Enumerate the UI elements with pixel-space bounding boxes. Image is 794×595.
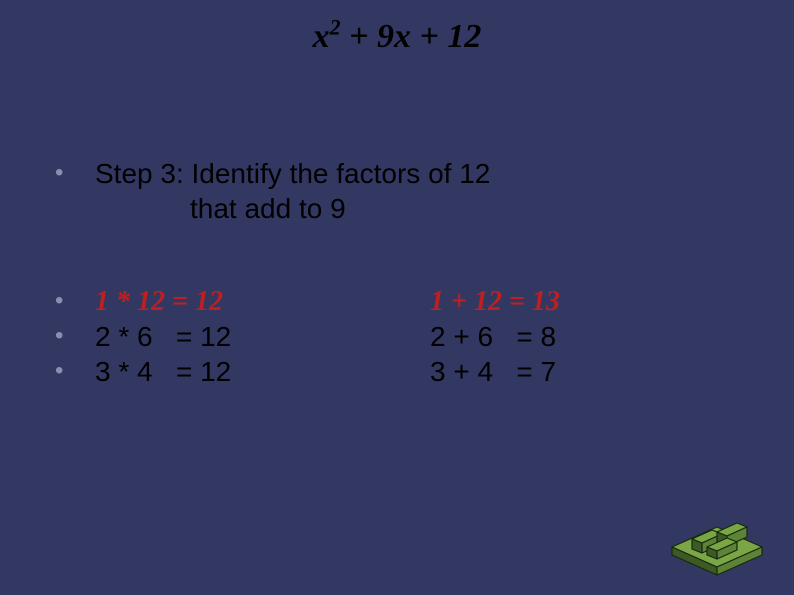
bullet-icon: • xyxy=(55,354,95,388)
factor-left-3: 3 * 4 = 12 xyxy=(95,354,430,389)
title-rest: + 9x + 12 xyxy=(341,18,482,55)
slide-body: • Step 3: Identify the factors of 12 tha… xyxy=(0,56,794,389)
factor-left-2: 2 * 6 = 12 xyxy=(95,319,430,354)
step-bullet-row: • Step 3: Identify the factors of 12 tha… xyxy=(55,156,739,226)
step-line1: Step 3: Identify the factors of 12 xyxy=(95,158,490,189)
bullet-icon: • xyxy=(55,156,95,190)
factor-row: • 2 * 6 = 12 2 + 6 = 8 xyxy=(55,319,739,354)
factor-left-1: 1 * 12 = 12 xyxy=(95,284,430,319)
slide-title: x2 + 9x + 12 xyxy=(0,0,794,56)
factor-row: • 3 * 4 = 12 3 + 4 = 7 xyxy=(55,354,739,389)
factors-block: • 1 * 12 = 12 1 + 12 = 13 • 2 * 6 = 12 2… xyxy=(55,284,739,389)
factor-right-1: 1 + 12 = 13 xyxy=(430,284,739,319)
factor-row: • 1 * 12 = 12 1 + 12 = 13 xyxy=(55,284,739,319)
bullet-icon: • xyxy=(55,284,95,318)
step-line2: that add to 9 xyxy=(95,191,490,226)
bullet-icon: • xyxy=(55,319,95,353)
step-text: Step 3: Identify the factors of 12 that … xyxy=(95,156,490,226)
factor-right-2: 2 + 6 = 8 xyxy=(430,319,739,354)
factor-right-3: 3 + 4 = 7 xyxy=(430,354,739,389)
title-exponent: 2 xyxy=(330,15,341,40)
title-expression: x2 + 9x + 12 xyxy=(313,18,482,55)
maze-icon xyxy=(662,497,772,577)
title-x: x xyxy=(313,18,330,55)
